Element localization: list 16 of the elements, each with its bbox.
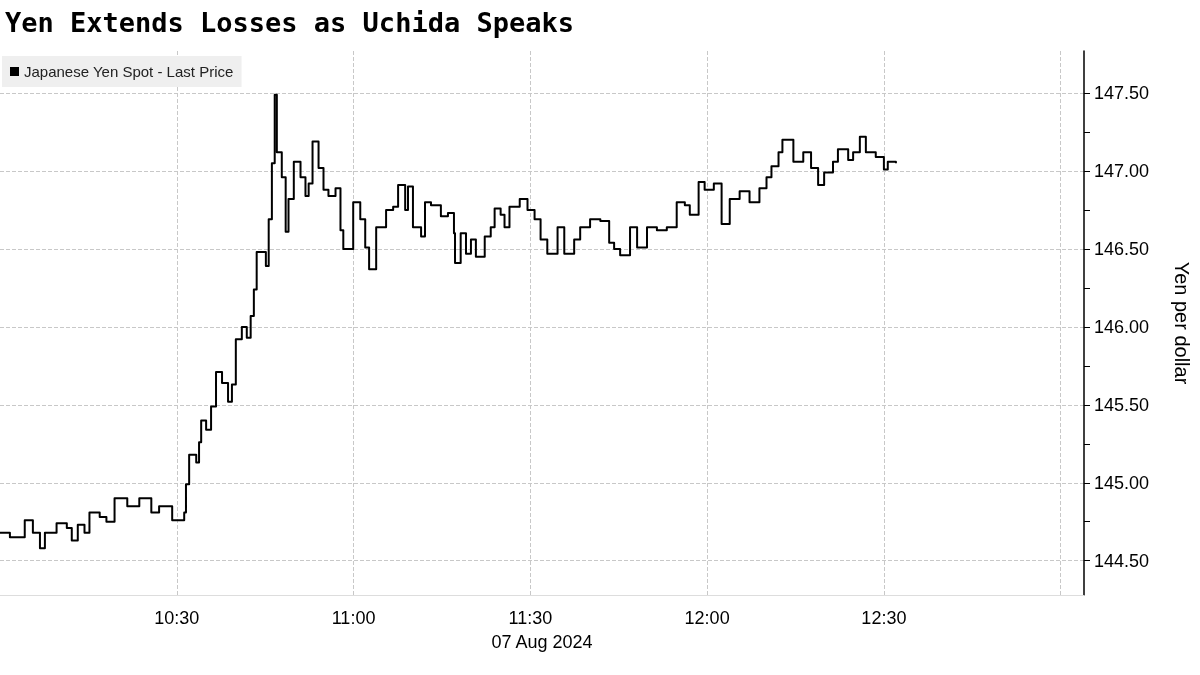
x-tick-label: 11:30 <box>508 608 553 628</box>
x-tick-label: 10:30 <box>154 608 200 628</box>
x-axis-title: 07 Aug 2024 <box>491 632 593 652</box>
y-tick-label: 145.50 <box>1094 394 1150 415</box>
chart-title: Yen Extends Losses as Uchida Speaks <box>5 7 574 38</box>
y-tick-label: 146.00 <box>1094 316 1150 337</box>
y-tick-label: 147.50 <box>1094 83 1150 104</box>
x-tick-label: 12:30 <box>861 608 907 628</box>
x-tick-label: 11:00 <box>331 608 376 628</box>
y-tick-label: 146.50 <box>1094 238 1150 259</box>
legend-label: Japanese Yen Spot - Last Price <box>24 63 234 80</box>
y-tick-label: 145.00 <box>1094 472 1150 493</box>
y-axis-title: Yen per dollar <box>1171 261 1193 385</box>
y-tick-label: 144.50 <box>1094 550 1150 571</box>
y-tick-label: 147.00 <box>1094 161 1150 182</box>
x-tick-label: 12:00 <box>684 608 730 628</box>
